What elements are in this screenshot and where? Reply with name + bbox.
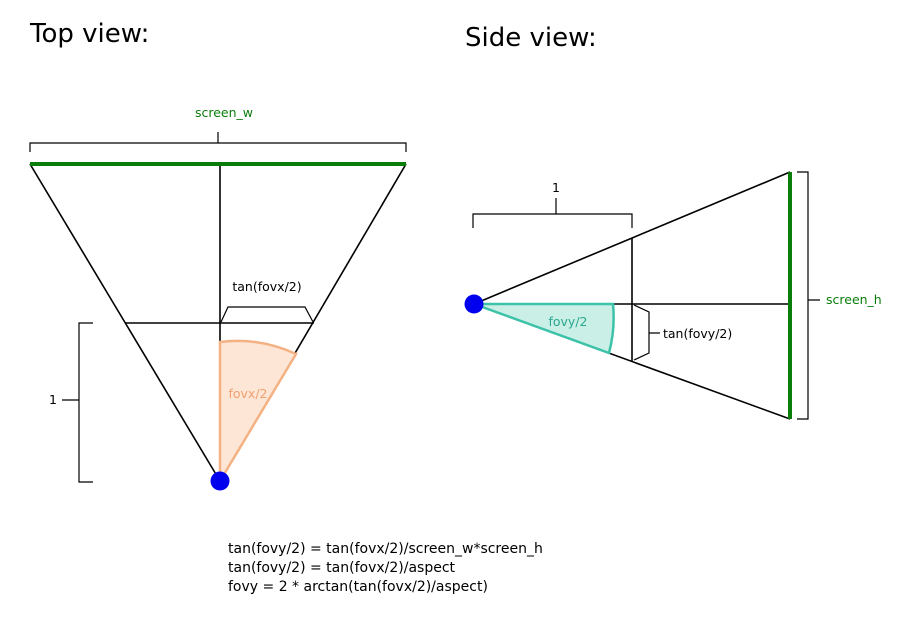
screen-h-bracket xyxy=(797,171,820,420)
fovy-half-label: fovy/2 xyxy=(548,314,587,329)
screen-h-label: screen_h xyxy=(826,292,882,307)
eye-point xyxy=(464,294,484,314)
tan-fovy-bracket xyxy=(633,304,660,361)
fovx-half-angle-wedge xyxy=(218,339,298,486)
side-view: Side view: 1 fovy/2 screen_h tan(fovy/2) xyxy=(464,23,882,420)
tan-fovx-bracket xyxy=(220,306,314,323)
unit-bracket xyxy=(472,198,633,228)
screen-w-label: screen_w xyxy=(195,105,253,120)
tan-fovx-label: tan(fovx/2) xyxy=(232,279,301,294)
side-view-title: Side view: xyxy=(465,23,597,53)
fovy-half-angle-wedge xyxy=(473,302,615,355)
unit-label: 1 xyxy=(552,180,560,195)
eye-point xyxy=(210,471,230,491)
unit-bracket xyxy=(62,322,93,483)
top-view: Top view: screen_w fovx/2 tan(fovx/2) 1 xyxy=(29,19,407,491)
top-view-title: Top view: xyxy=(29,19,149,49)
unit-label: 1 xyxy=(49,392,57,407)
formula-line: fovy = 2 * arctan(tan(fovx/2)/aspect) xyxy=(228,579,488,595)
screen-w-bracket xyxy=(29,132,407,152)
tan-fovy-label: tan(fovy/2) xyxy=(663,326,732,341)
fovx-half-label: fovx/2 xyxy=(228,386,267,401)
formula-line: tan(fovy/2) = tan(fovx/2)/aspect xyxy=(228,560,456,576)
formulas: tan(fovy/2) = tan(fovx/2)/screen_w*scree… xyxy=(228,541,543,595)
formula-line: tan(fovy/2) = tan(fovx/2)/screen_w*scree… xyxy=(228,541,543,557)
